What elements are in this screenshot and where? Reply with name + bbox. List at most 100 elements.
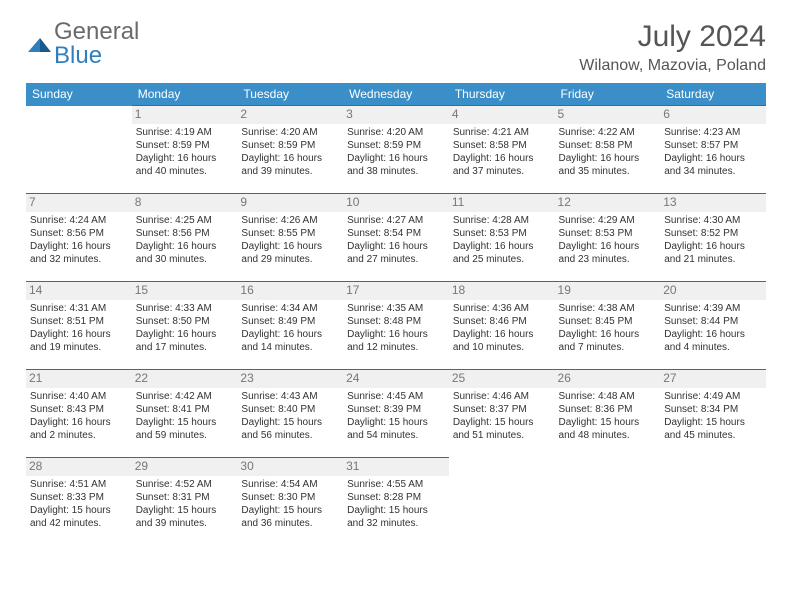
day-details: Sunrise: 4:49 AMSunset: 8:34 PMDaylight:… [664,390,762,442]
day-cell [26,106,132,194]
day-cell: 4Sunrise: 4:21 AMSunset: 8:58 PMDaylight… [449,106,555,194]
logo-icon [26,30,54,58]
day-cell: 27 Sunrise: 4:49 AMSunset: 8:34 PMDayligh… [660,370,766,458]
day-cell: 6 Sunrise: 4:23 AMSunset: 8:57 PMDaylight… [660,106,766,194]
dayname-wednesday: Wednesday [343,83,449,106]
day-number: 12 [555,194,661,212]
day-number: 13 [660,194,766,212]
day-cell: 12 Sunrise: 4:29 AMSunset: 8:53 PMDayligh… [555,194,661,282]
day-number: 1 [132,106,238,124]
day-cell: 19Sunrise: 4:38 AMSunset: 8:45 PMDayligh… [555,282,661,370]
day-number: 29 [132,458,238,476]
day-cell: 18 Sunrise: 4:36 AMSunset: 8:46 PMDayligh… [449,282,555,370]
day-cell: 3 Sunrise: 4:20 AMSunset: 8:59 PMDaylight… [343,106,449,194]
day-details: Sunrise: 4:45 AMSunset: 8:39 PMDaylight:… [347,390,445,442]
day-cell: 10Sunrise: 4:27 AMSunset: 8:54 PMDayligh… [343,194,449,282]
day-number: 3 [343,106,449,124]
day-number: 21 [26,370,132,388]
day-number: 16 [237,282,343,300]
day-cell: 22 Sunrise: 4:42 AMSunset: 8:41 PMDayligh… [132,370,238,458]
day-number: 19 [555,282,661,300]
week-row: 14 Sunrise: 4:31 AMSunset: 8:51 PMDayligh… [26,282,766,370]
month-title: July 2024 [579,20,766,54]
day-number: 9 [237,194,343,212]
day-number: 14 [26,282,132,300]
day-details: Sunrise: 4:55 AMSunset: 8:28 PMDaylight:… [347,478,445,530]
day-number: 24 [343,370,449,388]
day-details: Sunrise: 4:24 AMSunset: 8:56 PMDaylight:… [30,214,128,266]
day-cell: 5 Sunrise: 4:22 AMSunset: 8:58 PMDaylight… [555,106,661,194]
day-details: Sunrise: 4:42 AMSunset: 8:41 PMDaylight:… [136,390,234,442]
day-number: 26 [555,370,661,388]
location: Wilanow, Mazovia, Poland [579,57,766,75]
day-number: 5 [555,106,661,124]
page-header: General Blue July 2024 Wilanow, Mazovia,… [26,20,766,75]
day-number: 25 [449,370,555,388]
day-cell: 7Sunrise: 4:24 AMSunset: 8:56 PMDaylight… [26,194,132,282]
day-cell: 31 Sunrise: 4:55 AMSunset: 8:28 PMDayligh… [343,458,449,546]
day-details: Sunrise: 4:29 AMSunset: 8:53 PMDaylight:… [559,214,657,266]
day-details: Sunrise: 4:27 AMSunset: 8:54 PMDaylight:… [347,214,445,266]
day-cell: 11 Sunrise: 4:28 AMSunset: 8:53 PMDayligh… [449,194,555,282]
logo-text-2: Blue [54,42,102,69]
day-details: Sunrise: 4:28 AMSunset: 8:53 PMDaylight:… [453,214,551,266]
day-cell: 8Sunrise: 4:25 AMSunset: 8:56 PMDaylight… [132,194,238,282]
day-details: Sunrise: 4:22 AMSunset: 8:58 PMDaylight:… [559,126,657,178]
calendar-head: SundayMondayTuesdayWednesdayThursdayFrid… [26,83,766,106]
day-cell: 2 Sunrise: 4:20 AMSunset: 8:59 PMDaylight… [237,106,343,194]
day-details: Sunrise: 4:34 AMSunset: 8:49 PMDaylight:… [241,302,339,354]
day-number: 27 [660,370,766,388]
dayname-monday: Monday [132,83,238,106]
day-details: Sunrise: 4:31 AMSunset: 8:51 PMDaylight:… [30,302,128,354]
day-number: 18 [449,282,555,300]
day-details: Sunrise: 4:51 AMSunset: 8:33 PMDaylight:… [30,478,128,530]
day-details: Sunrise: 4:33 AMSunset: 8:50 PMDaylight:… [136,302,234,354]
day-details: Sunrise: 4:48 AMSunset: 8:36 PMDaylight:… [559,390,657,442]
day-cell: 24 Sunrise: 4:45 AMSunset: 8:39 PMDayligh… [343,370,449,458]
day-cell: 23Sunrise: 4:43 AMSunset: 8:40 PMDayligh… [237,370,343,458]
day-cell: 20Sunrise: 4:39 AMSunset: 8:44 PMDayligh… [660,282,766,370]
week-row: 28 Sunrise: 4:51 AMSunset: 8:33 PMDayligh… [26,458,766,546]
day-cell: 16 Sunrise: 4:34 AMSunset: 8:49 PMDayligh… [237,282,343,370]
day-number: 30 [237,458,343,476]
day-number: 22 [132,370,238,388]
day-number: 17 [343,282,449,300]
day-details: Sunrise: 4:19 AMSunset: 8:59 PMDaylight:… [136,126,234,178]
logo-text-1: General [54,18,139,45]
day-number: 11 [449,194,555,212]
calendar-table: SundayMondayTuesdayWednesdayThursdayFrid… [26,83,766,546]
day-cell [449,458,555,546]
day-details: Sunrise: 4:40 AMSunset: 8:43 PMDaylight:… [30,390,128,442]
week-row: 1 Sunrise: 4:19 AMSunset: 8:59 PMDaylight… [26,106,766,194]
day-cell [660,458,766,546]
day-number: 8 [132,194,238,212]
day-number: 31 [343,458,449,476]
day-number: 23 [237,370,343,388]
day-number: 6 [660,106,766,124]
day-number: 4 [449,106,555,124]
dayname-sunday: Sunday [26,83,132,106]
day-number: 28 [26,458,132,476]
day-details: Sunrise: 4:20 AMSunset: 8:59 PMDaylight:… [241,126,339,178]
day-details: Sunrise: 4:46 AMSunset: 8:37 PMDaylight:… [453,390,551,442]
day-cell: 21 Sunrise: 4:40 AMSunset: 8:43 PMDayligh… [26,370,132,458]
day-details: Sunrise: 4:23 AMSunset: 8:57 PMDaylight:… [664,126,762,178]
day-cell: 9 Sunrise: 4:26 AMSunset: 8:55 PMDaylight… [237,194,343,282]
header-right: July 2024 Wilanow, Mazovia, Poland [579,20,766,75]
day-details: Sunrise: 4:54 AMSunset: 8:30 PMDaylight:… [241,478,339,530]
day-number: 20 [660,282,766,300]
day-cell [555,458,661,546]
day-details: Sunrise: 4:52 AMSunset: 8:31 PMDaylight:… [136,478,234,530]
day-cell: 30 Sunrise: 4:54 AMSunset: 8:30 PMDayligh… [237,458,343,546]
week-row: 7Sunrise: 4:24 AMSunset: 8:56 PMDaylight… [26,194,766,282]
calendar-body: 1 Sunrise: 4:19 AMSunset: 8:59 PMDaylight… [26,106,766,546]
dayname-tuesday: Tuesday [237,83,343,106]
dayname-saturday: Saturday [660,83,766,106]
day-details: Sunrise: 4:36 AMSunset: 8:46 PMDaylight:… [453,302,551,354]
day-cell: 14 Sunrise: 4:31 AMSunset: 8:51 PMDayligh… [26,282,132,370]
day-details: Sunrise: 4:20 AMSunset: 8:59 PMDaylight:… [347,126,445,178]
day-number: 2 [237,106,343,124]
day-cell: 29 Sunrise: 4:52 AMSunset: 8:31 PMDayligh… [132,458,238,546]
day-cell: 25 Sunrise: 4:46 AMSunset: 8:37 PMDayligh… [449,370,555,458]
day-details: Sunrise: 4:26 AMSunset: 8:55 PMDaylight:… [241,214,339,266]
